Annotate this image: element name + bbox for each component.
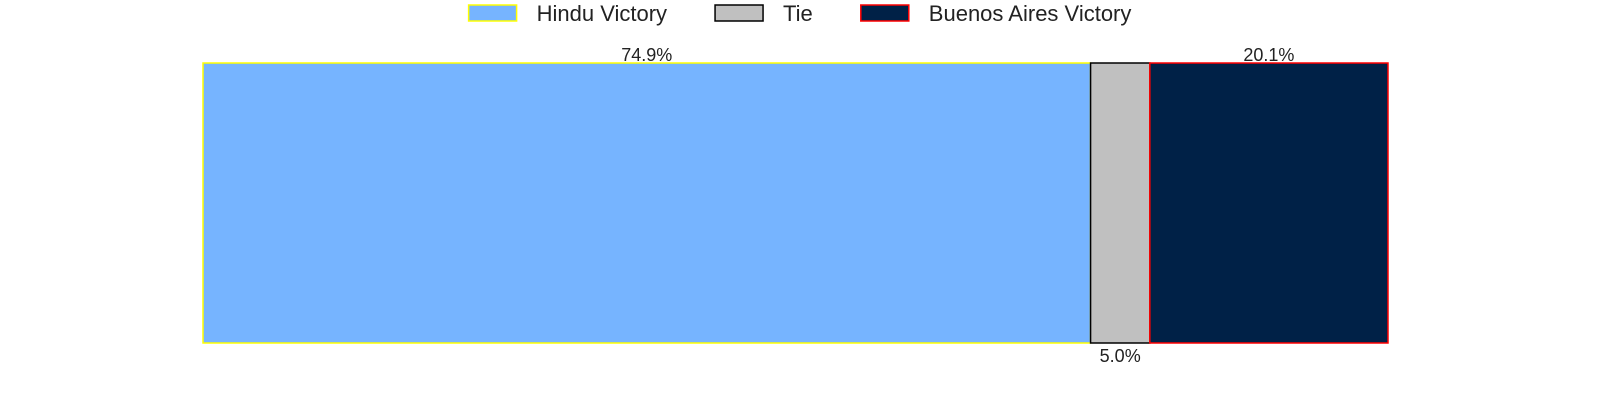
bar-segment-buenos-aires-victory: [1149, 62, 1389, 344]
legend-item-buenos-aires-victory: Buenos Aires Victory: [860, 1, 1132, 26]
legend-swatch-hindu-victory: [467, 4, 518, 22]
bar-segment-hindu-victory: [202, 62, 1092, 344]
legend-label-hindu-victory: Hindu Victory: [537, 1, 667, 26]
legend-label-tie: Tie: [783, 1, 813, 26]
chart-legend: Hindu Victory Tie Buenos Aires Victory: [467, 1, 1132, 26]
legend-swatch-buenos-aires-victory: [860, 4, 910, 22]
legend-swatch-tie: [714, 4, 764, 22]
stacked-bar: [202, 62, 1389, 344]
data-labels: 74.9% 5.0% 20.1%: [621, 45, 1294, 366]
legend-item-tie: Tie: [714, 1, 813, 26]
bar-segment-tie: [1089, 62, 1151, 344]
legend-item-hindu-victory: Hindu Victory: [467, 1, 667, 26]
legend-label-buenos-aires-victory: Buenos Aires Victory: [929, 1, 1132, 26]
data-label-buenos-aires-victory: 20.1%: [1243, 45, 1294, 65]
data-label-tie: 5.0%: [1100, 346, 1141, 366]
data-label-hindu-victory: 74.9%: [621, 45, 672, 65]
